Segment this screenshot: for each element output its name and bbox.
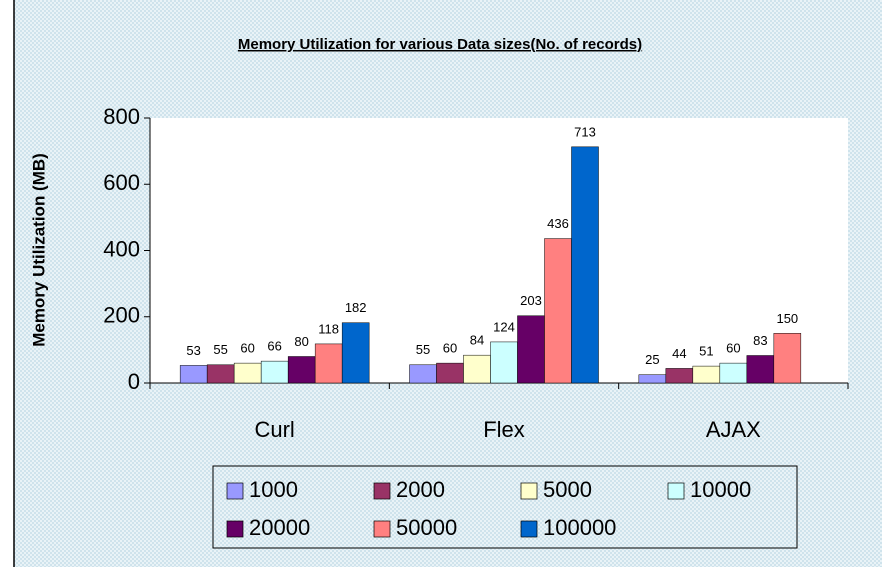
data-label: 55 [213, 342, 227, 357]
legend [212, 465, 798, 549]
legend-swatch [226, 520, 244, 538]
bar [463, 354, 491, 384]
legend-label: 2000 [396, 477, 445, 502]
y-tick-label: 600 [103, 170, 140, 195]
data-label: 124 [493, 319, 515, 334]
bar [314, 343, 343, 384]
bar [719, 362, 748, 384]
x-tick-label: Curl [254, 417, 294, 442]
x-tick-label: Flex [483, 417, 525, 442]
data-label: 60 [726, 341, 740, 356]
bar [692, 365, 721, 384]
legend-label: 1000 [249, 477, 298, 502]
data-label: 203 [520, 293, 542, 308]
bar [287, 356, 316, 384]
bar [179, 365, 208, 384]
bar [341, 322, 370, 384]
bar [571, 146, 599, 384]
legend-label: 20000 [249, 515, 310, 540]
bar [206, 364, 235, 384]
data-label: 25 [645, 352, 659, 367]
data-label: 51 [699, 344, 713, 359]
y-axis-label: Memory Utilization (MB) [29, 153, 48, 347]
legend-swatch [520, 482, 538, 500]
y-tick-label: 400 [103, 236, 140, 261]
y-tick-label: 800 [103, 104, 140, 129]
x-tick-label: AJAX [706, 417, 761, 442]
data-label: 55 [416, 342, 430, 357]
legend-swatch [226, 482, 244, 500]
plot-area [150, 118, 848, 383]
bar [260, 360, 289, 384]
bar [409, 364, 437, 384]
legend-swatch [520, 520, 538, 538]
data-label: 83 [753, 333, 767, 348]
data-label: 84 [470, 333, 484, 348]
data-label: 150 [776, 311, 798, 326]
data-label: 436 [547, 216, 569, 231]
y-tick-label: 200 [103, 303, 140, 328]
chart-title: Memory Utilization for various Data size… [238, 36, 642, 53]
bar [544, 238, 572, 384]
bar [746, 355, 775, 384]
y-tick-label: 0 [128, 369, 140, 394]
data-label: 60 [443, 341, 457, 356]
bar [665, 368, 694, 384]
legend-label: 5000 [543, 477, 592, 502]
legend-swatch [373, 482, 391, 500]
legend-swatch [667, 482, 685, 500]
legend-label: 10000 [690, 477, 751, 502]
data-label: 118 [318, 321, 339, 336]
data-label: 53 [186, 343, 200, 358]
bar [436, 362, 464, 384]
data-label: 80 [294, 334, 308, 349]
data-label: 182 [345, 300, 367, 315]
legend-label: 50000 [396, 515, 457, 540]
bar [773, 333, 802, 384]
bar [233, 362, 262, 384]
bar [517, 315, 545, 384]
bar [638, 374, 667, 384]
data-label: 66 [267, 339, 281, 354]
legend-swatch [373, 520, 391, 538]
data-label: 713 [574, 124, 596, 139]
legend-label: 100000 [543, 515, 616, 540]
bar [490, 341, 518, 384]
data-label: 60 [240, 341, 254, 356]
data-label: 44 [672, 346, 686, 361]
